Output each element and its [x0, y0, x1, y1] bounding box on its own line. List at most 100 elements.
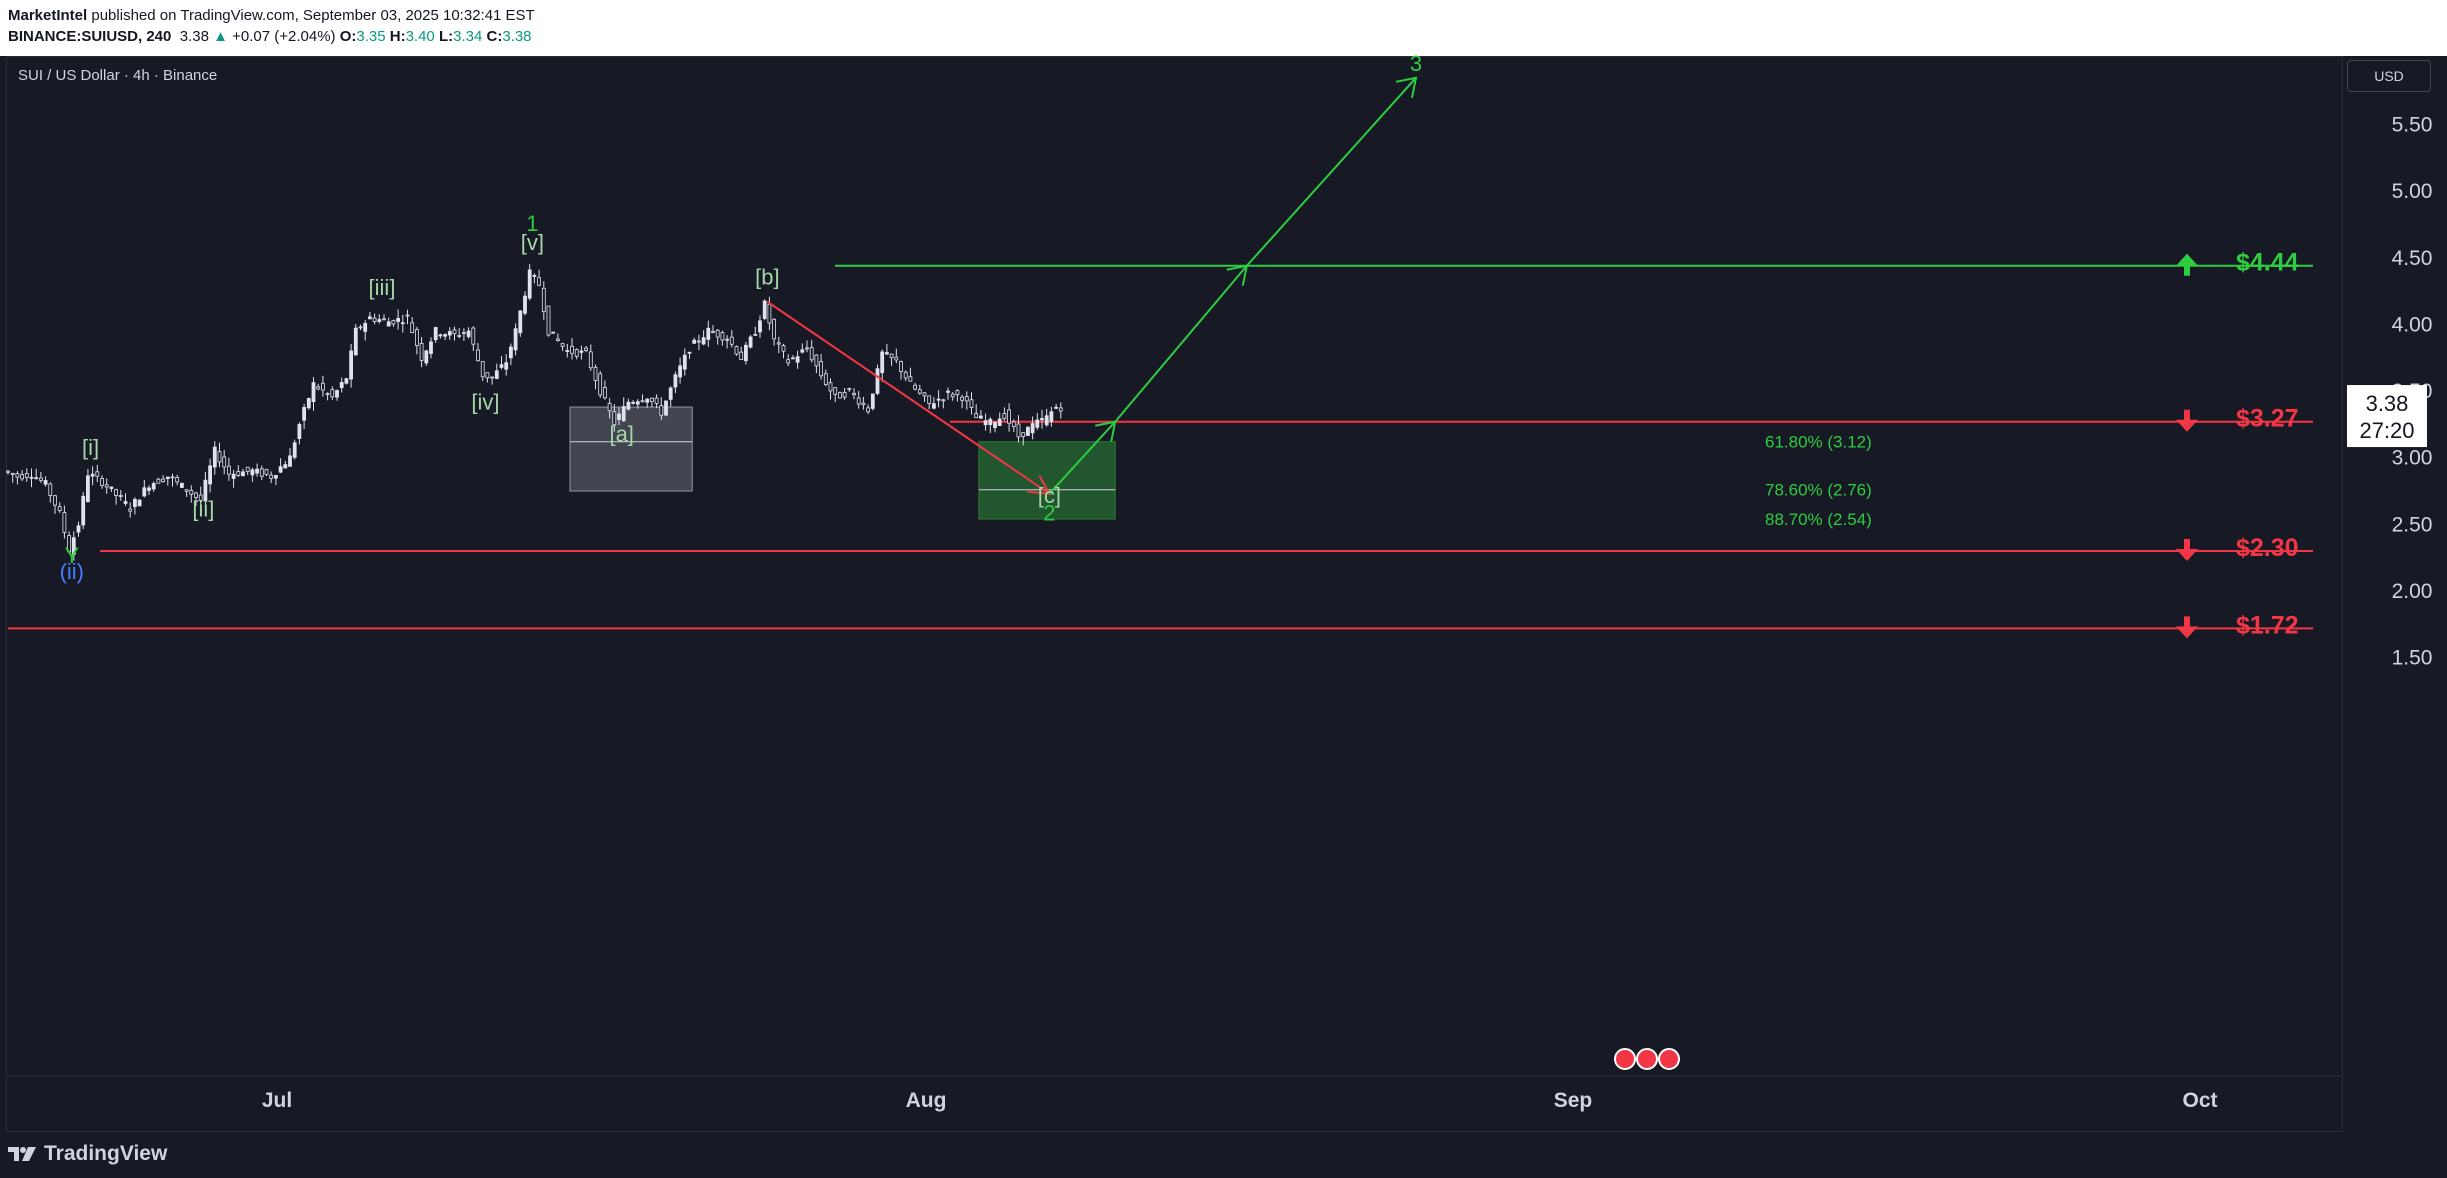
candle-body — [546, 305, 551, 336]
candle-body — [626, 401, 631, 410]
candle-body — [607, 402, 612, 412]
candle-body — [349, 350, 354, 380]
publication-header: MarketIntel published on TradingView.com… — [0, 0, 2447, 56]
candle-body — [1044, 415, 1049, 426]
price-tick-label: 2.00 — [2392, 580, 2433, 603]
candle-body — [250, 469, 255, 476]
candle-body — [283, 464, 288, 469]
candle-body — [800, 349, 805, 353]
candle-body — [908, 376, 913, 382]
candle-body — [208, 465, 213, 485]
arrow-up-icon — [2176, 253, 2198, 276]
candle-body — [114, 489, 118, 496]
candle-body — [438, 334, 443, 337]
candle-body — [6, 470, 10, 473]
candle-body — [259, 468, 264, 477]
price-axis — [2343, 56, 2447, 1132]
candle-body — [847, 388, 852, 390]
candle-body — [447, 331, 452, 336]
low-label: L: — [438, 28, 454, 45]
projection-red-line — [766, 300, 1050, 495]
candle-body — [320, 382, 325, 391]
candle-body — [673, 374, 678, 388]
candle-body — [753, 334, 758, 336]
candle-body — [734, 346, 739, 355]
candle-body — [988, 418, 993, 425]
open-label: O: — [339, 28, 357, 45]
candle-body — [729, 336, 734, 345]
candle-body — [767, 303, 772, 324]
candle-body — [654, 397, 659, 404]
candle-body — [917, 389, 922, 394]
candle-body — [405, 314, 410, 317]
candle-body — [527, 269, 532, 299]
candle-body — [363, 322, 368, 332]
level-label: $4.44 — [2236, 249, 2299, 277]
candle-body — [969, 399, 974, 408]
candle-body — [335, 390, 339, 398]
candle-body — [386, 321, 391, 327]
candle-body — [715, 329, 720, 338]
us-flag-event-icon — [1658, 1048, 1680, 1070]
candle-body — [109, 486, 114, 490]
arrow-down-icon — [2176, 539, 2198, 562]
candle-body — [1058, 407, 1063, 412]
candle-body — [570, 345, 574, 354]
candle-body — [701, 337, 706, 345]
candle-body — [880, 351, 885, 374]
candle-body — [104, 484, 109, 488]
candle-body — [419, 342, 424, 361]
candle-body — [165, 476, 170, 479]
candle-body — [306, 398, 311, 409]
time-tick-label: Aug — [906, 1089, 947, 1112]
time-tick-label: Oct — [2182, 1089, 2217, 1112]
level-label: $2.30 — [2236, 534, 2299, 562]
candle-body — [132, 498, 137, 508]
candle-body — [76, 525, 81, 533]
candle-body — [983, 420, 988, 426]
candle-body — [1054, 406, 1058, 409]
candle-body — [593, 366, 598, 382]
candle-body — [480, 361, 485, 378]
time-tick-label: Jul — [262, 1089, 292, 1112]
candle-body — [137, 499, 142, 507]
candle-body — [316, 386, 321, 390]
candle-body — [217, 451, 222, 463]
wave-a-zone — [569, 406, 693, 492]
candle-body — [513, 328, 518, 351]
arrowhead-icon — [1395, 76, 1418, 98]
candle-body — [95, 471, 100, 477]
candle-body — [1021, 432, 1026, 437]
wave-label: 1 — [526, 211, 538, 236]
currency-selector[interactable]: USD — [2347, 60, 2431, 92]
candle-body — [856, 397, 861, 405]
candle-body — [382, 318, 386, 321]
candle-body — [894, 356, 899, 361]
candle-body — [1011, 421, 1016, 427]
tradingview-logo[interactable]: TradingView — [8, 1142, 167, 1166]
wave-label: [c] — [1038, 483, 1061, 508]
candle-body — [551, 331, 556, 334]
candle-body — [504, 362, 509, 370]
candle-body — [866, 407, 870, 413]
candle-body — [62, 512, 67, 533]
candle-body — [86, 475, 90, 502]
wave-label: [iii] — [369, 275, 396, 300]
candle-body — [903, 371, 908, 379]
candle-body — [198, 494, 203, 501]
candle-body — [687, 351, 692, 354]
candle-body — [537, 277, 541, 286]
candle-body — [90, 473, 95, 477]
publisher-name: MarketIntel — [8, 7, 88, 24]
candle-body — [128, 508, 133, 512]
chart-pane[interactable] — [6, 56, 2343, 1132]
candle-body — [579, 350, 584, 353]
us-flag-event-icon — [1636, 1048, 1658, 1070]
candle-body — [960, 396, 964, 401]
candle-body — [823, 373, 828, 385]
candle-body — [372, 317, 377, 322]
level-label: $3.27 — [2236, 405, 2299, 433]
published-text: published on TradingView.com, September … — [91, 7, 535, 24]
bar-countdown-label: 27:20 — [2359, 418, 2414, 443]
